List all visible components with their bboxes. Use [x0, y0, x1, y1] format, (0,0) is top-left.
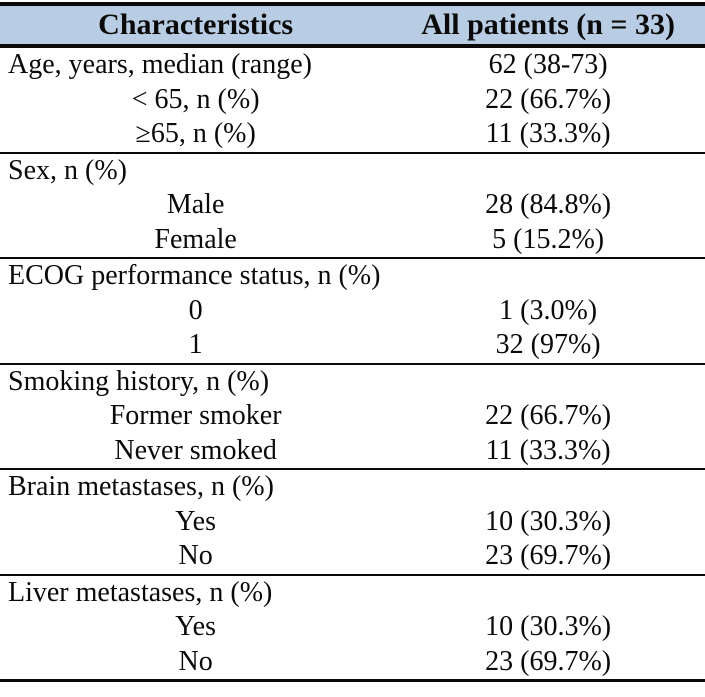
row-label: Smoking history, n (%): [8, 365, 270, 397]
row-label: No: [178, 645, 213, 677]
section-ecog: ECOG performance status, n (%) 0 1 (3.0%…: [0, 259, 705, 365]
row-label: Sex, n (%): [8, 154, 127, 186]
row-value: 23 (69.7%): [485, 540, 612, 572]
row-value: 10 (30.3%): [485, 611, 612, 643]
table-row: ECOG performance status, n (%): [0, 259, 705, 294]
table-row: Male 28 (84.8%): [0, 188, 705, 223]
row-label: Brain metastases, n (%): [8, 471, 274, 503]
section-brain-metastases: Brain metastases, n (%) Yes 10 (30.3%) N…: [0, 470, 705, 576]
table-row: Age, years, median (range) 62 (38-73): [0, 48, 705, 83]
table-row: Former smoker 22 (66.7%): [0, 399, 705, 434]
table-row: Yes 10 (30.3%): [0, 505, 705, 540]
row-value: 32 (97%): [495, 329, 601, 361]
header-all-patients: All patients (n = 33): [421, 8, 676, 41]
row-label: Female: [154, 223, 237, 255]
row-label: Yes: [175, 611, 216, 643]
section-age: Age, years, median (range) 62 (38-73) < …: [0, 48, 705, 154]
row-label: 1: [188, 329, 203, 361]
row-value: 23 (69.7%): [485, 645, 612, 677]
table-header-row: Characteristics All patients (n = 33): [0, 6, 705, 48]
table-row: Never smoked 11 (33.3%): [0, 434, 705, 469]
row-value: 28 (84.8%): [485, 189, 612, 221]
header-characteristics: Characteristics: [98, 8, 294, 41]
table-row: No 23 (69.7%): [0, 539, 705, 574]
row-label: Liver metastases, n (%): [8, 576, 273, 608]
row-value: 10 (30.3%): [485, 505, 612, 537]
table-row: Liver metastases, n (%): [0, 576, 705, 611]
table-row: < 65, n (%) 22 (66.7%): [0, 83, 705, 118]
table-row: Female 5 (15.2%): [0, 223, 705, 258]
table-row: 1 32 (97%): [0, 328, 705, 363]
row-label: ECOG performance status, n (%): [8, 260, 381, 292]
row-label: Never smoked: [114, 434, 277, 466]
section-sex: Sex, n (%) Male 28 (84.8%) Female 5 (15.…: [0, 154, 705, 259]
row-label: < 65, n (%): [131, 83, 260, 115]
characteristics-table: Characteristics All patients (n = 33) Ag…: [0, 2, 705, 682]
row-value: 11 (33.3%): [485, 434, 611, 466]
row-label: Former smoker: [109, 400, 282, 432]
section-liver-metastases: Liver metastases, n (%) Yes 10 (30.3%) N…: [0, 576, 705, 682]
table-row: Yes 10 (30.3%): [0, 610, 705, 645]
row-value: 62 (38-73): [488, 49, 608, 81]
row-value: 22 (66.7%): [485, 83, 612, 115]
row-value: 1 (3.0%): [499, 294, 598, 326]
table-row: No 23 (69.7%): [0, 645, 705, 680]
row-label: ≥65, n (%): [135, 118, 256, 150]
row-value: 22 (66.7%): [485, 400, 612, 432]
row-label: Male: [166, 189, 225, 221]
row-value: 5 (15.2%): [492, 223, 605, 255]
row-label: 0: [188, 294, 203, 326]
row-label: Age, years, median (range): [8, 49, 312, 81]
row-label: No: [178, 540, 213, 572]
table-row: Sex, n (%): [0, 154, 705, 189]
table-row: Smoking history, n (%): [0, 365, 705, 400]
row-value: 11 (33.3%): [485, 118, 611, 150]
table-row: ≥65, n (%) 11 (33.3%): [0, 117, 705, 152]
table-row: Brain metastases, n (%): [0, 470, 705, 505]
table-row: 0 1 (3.0%): [0, 294, 705, 329]
row-label: Yes: [175, 505, 216, 537]
section-smoking: Smoking history, n (%) Former smoker 22 …: [0, 365, 705, 470]
